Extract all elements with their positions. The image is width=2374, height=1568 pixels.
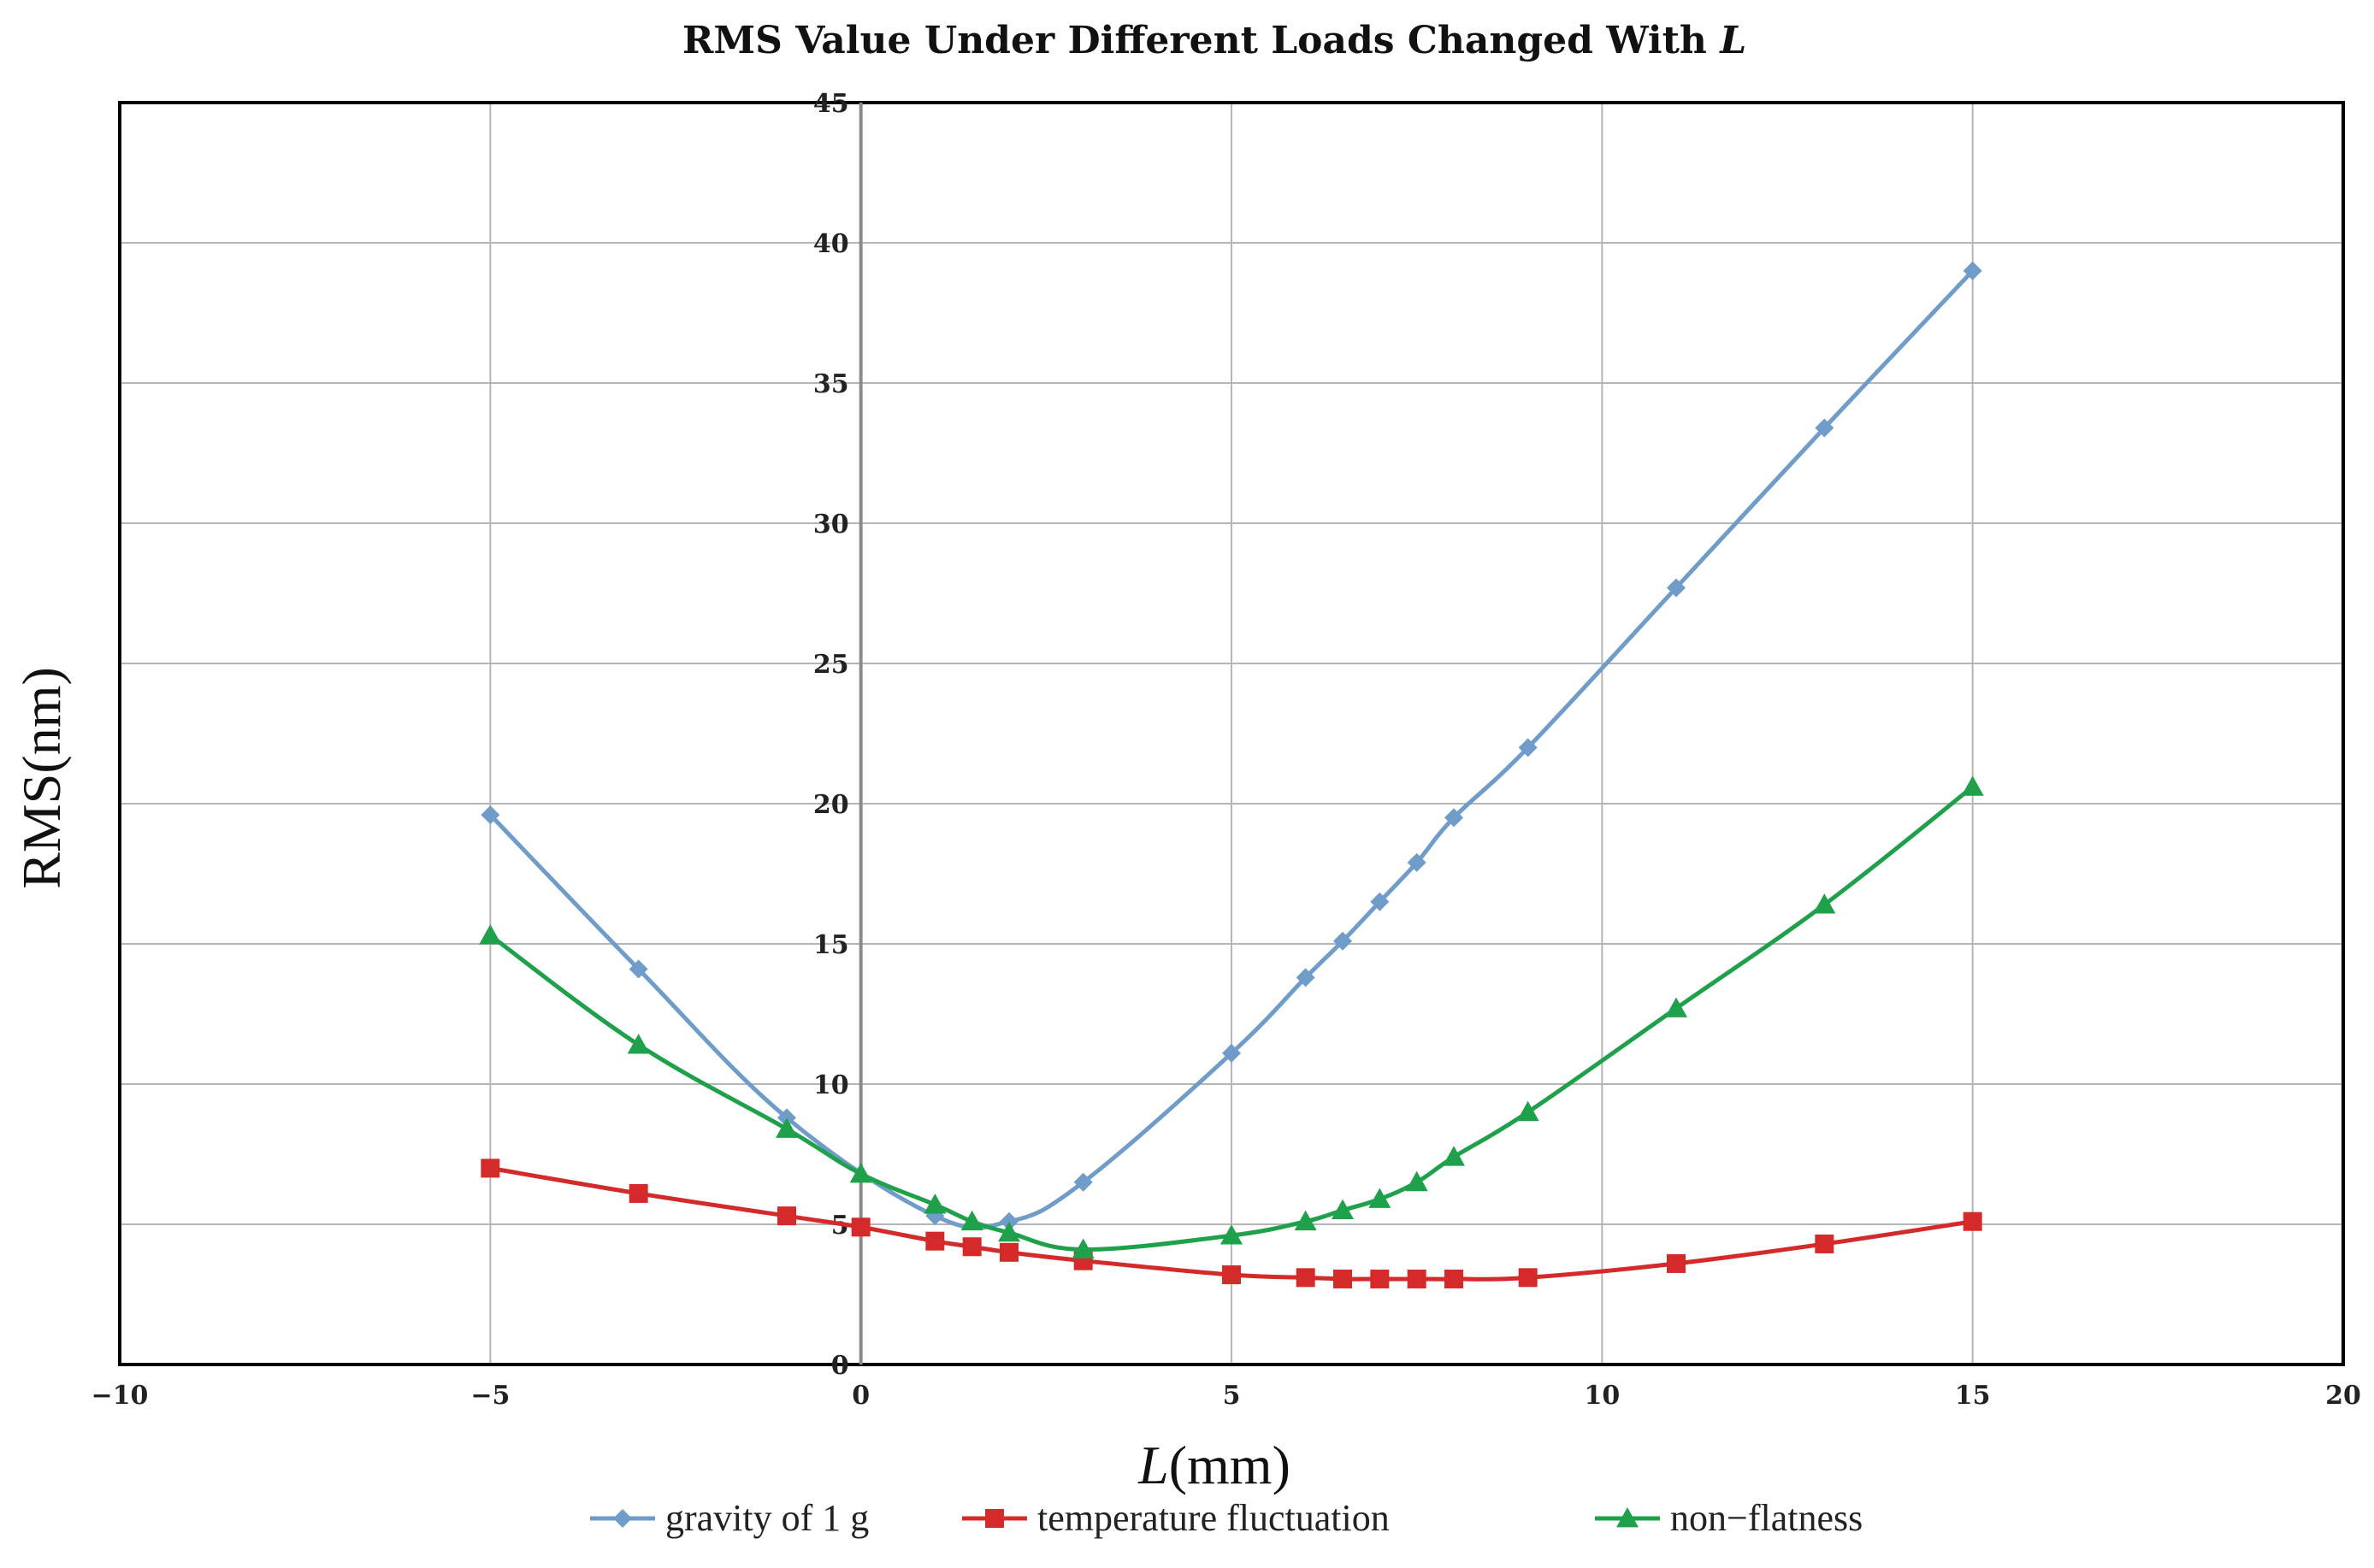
data-point: [1370, 1269, 1390, 1288]
data-point: [1072, 1238, 1095, 1259]
x-axis-label-var: L: [1137, 1435, 1169, 1495]
data-point: [1407, 852, 1426, 872]
legend-item: non−flatness: [1595, 1497, 1863, 1539]
x-axis-label-unit: (mm): [1169, 1435, 1290, 1495]
x-tick-label: 0: [852, 1381, 870, 1411]
legend-label: non−flatness: [1670, 1497, 1863, 1539]
data-point: [1333, 931, 1352, 951]
data-point: [481, 1158, 500, 1178]
data-point: [1296, 1268, 1315, 1288]
y-tick-label: 35: [813, 369, 849, 399]
data-point: [1370, 892, 1390, 911]
data-point: [1961, 775, 1984, 796]
data-point: [1667, 578, 1686, 598]
data-point: [1813, 893, 1836, 914]
y-tick-label: 10: [813, 1070, 849, 1100]
data-point: [1073, 1172, 1093, 1192]
legend-item: temperature fluctuation: [962, 1497, 1390, 1539]
x-axis-label: L(mm): [1137, 1435, 1290, 1495]
legend-marker: [1616, 1507, 1639, 1528]
legend-label: gravity of 1 g: [665, 1497, 869, 1539]
data-point: [1368, 1188, 1391, 1208]
series-line: [489, 1165, 1974, 1282]
data-point: [1333, 1269, 1352, 1288]
legend-marker: [613, 1509, 632, 1528]
series-non-flatness: [479, 775, 1984, 1259]
data-point: [1665, 997, 1687, 1017]
data-point: [1220, 1224, 1243, 1245]
data-point: [777, 1206, 796, 1226]
series-gravity-of-1-g: [481, 261, 1982, 1231]
y-axis-label: RMS(nm): [11, 667, 72, 889]
chart-title: RMS Value Under Different Loads Changed …: [682, 19, 1746, 62]
data-point: [1222, 1265, 1241, 1285]
y-tick-label: 40: [813, 229, 849, 259]
data-point: [1518, 1268, 1538, 1288]
x-tick-label: 20: [2325, 1381, 2361, 1411]
data-point: [1815, 418, 1834, 438]
data-point: [1963, 1211, 1982, 1231]
axes-layer: [118, 101, 2345, 1366]
data-point: [1000, 1242, 1019, 1262]
data-point: [479, 924, 502, 945]
data-point: [851, 1217, 871, 1237]
data-point: [629, 959, 648, 979]
data-point: [777, 1108, 796, 1128]
series-temperature-fluctuation: [481, 1158, 1982, 1288]
data-point: [1407, 1269, 1426, 1288]
data-point: [1815, 1234, 1834, 1253]
data-point: [1444, 1269, 1463, 1288]
data-point: [849, 1162, 872, 1183]
data-point: [998, 1221, 1020, 1242]
legend-item: gravity of 1 g: [590, 1497, 869, 1539]
data-point: [1518, 738, 1538, 757]
y-tick-label: 30: [813, 510, 849, 539]
data-point: [1000, 1211, 1019, 1231]
series-layer: [479, 261, 1984, 1288]
chart-title-main: RMS Value Under Different Loads Changed …: [682, 19, 1720, 62]
data-point: [776, 1117, 798, 1138]
series-line: [488, 785, 1975, 1253]
data-point: [481, 805, 500, 825]
y-tick-label: 45: [813, 89, 849, 119]
data-point: [1667, 1253, 1686, 1273]
chart-title-var: L: [1718, 19, 1746, 62]
data-point: [1444, 808, 1463, 828]
y-tick-label: 0: [831, 1351, 849, 1381]
x-tick-label: 15: [1955, 1381, 1991, 1411]
y-tick-label: 25: [813, 650, 849, 680]
y-tick-label: 20: [813, 790, 849, 820]
legend-label: temperature fluctuation: [1037, 1497, 1390, 1539]
x-tick-label: −5: [470, 1381, 510, 1411]
x-tick-label: 5: [1223, 1381, 1241, 1411]
data-point: [960, 1210, 983, 1231]
legend-marker: [985, 1509, 1004, 1528]
data-point: [925, 1231, 945, 1251]
data-point: [1405, 1170, 1428, 1192]
x-tick-label: −10: [92, 1381, 149, 1411]
data-point: [1516, 1100, 1539, 1122]
data-point: [1222, 1043, 1241, 1063]
data-point: [627, 1034, 650, 1054]
y-tick-label: 15: [813, 930, 849, 960]
x-tick-label: 10: [1584, 1381, 1620, 1411]
grid-layer: [120, 103, 2343, 1365]
data-point: [1296, 968, 1315, 987]
legend: gravity of 1 g temperature fluctuation non…: [590, 1497, 1863, 1539]
data-point: [629, 1183, 648, 1203]
data-point: [1332, 1199, 1354, 1219]
plot-frame: [118, 101, 2345, 1366]
data-point: [1294, 1210, 1317, 1231]
data-point: [962, 1237, 982, 1257]
data-point: [1963, 261, 1982, 280]
data-point: [1443, 1146, 1465, 1166]
data-point: [924, 1194, 947, 1214]
